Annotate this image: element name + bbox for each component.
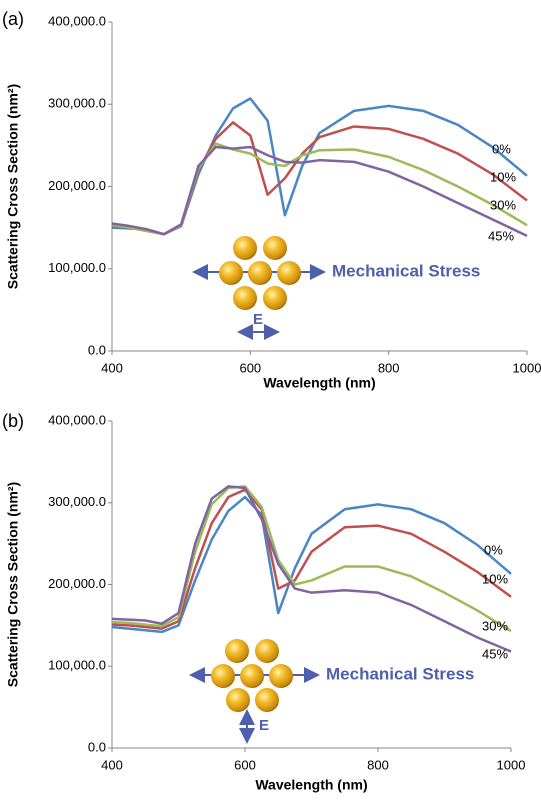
x-tick-label: 800 <box>367 757 389 772</box>
x-tick-label: 600 <box>234 757 256 772</box>
annotation: E <box>253 311 263 328</box>
y-tick-label: 300,000.0 <box>48 494 106 509</box>
series-line <box>111 485 512 633</box>
series-line <box>111 121 528 236</box>
series-line <box>111 495 512 634</box>
x-tick-label: 600 <box>239 360 261 375</box>
annotation: Mechanical Stress <box>332 261 480 280</box>
x-axis-title: Wavelength (nm) <box>255 777 367 793</box>
y-tick-label: 400,000.0 <box>48 412 106 427</box>
panel-label: (b) <box>2 411 24 431</box>
y-tick-label: 0.0 <box>88 342 106 357</box>
y-axis-title: Scattering Cross Section (nm²) <box>5 84 21 289</box>
y-tick-label: 0.0 <box>88 739 106 754</box>
series-label: 0% <box>492 141 511 156</box>
cluster-icon <box>189 639 320 744</box>
series-label: 30% <box>482 618 508 633</box>
series-label: 45% <box>482 646 508 661</box>
x-tick-label: 1000 <box>513 360 541 375</box>
series-line <box>111 145 528 237</box>
series-line <box>111 488 512 630</box>
y-axis-title: Scattering Cross Section (nm²) <box>5 482 21 687</box>
y-tick-label: 300,000.0 <box>48 96 106 111</box>
y-tick-label: 200,000.0 <box>48 178 106 193</box>
x-tick-label: 400 <box>101 757 123 772</box>
annotation: Mechanical Stress <box>326 664 474 683</box>
x-tick-label: 400 <box>101 360 123 375</box>
series-label: 0% <box>484 542 503 557</box>
series-line <box>111 97 528 236</box>
y-tick-label: 100,000.0 <box>48 658 106 673</box>
x-tick-label: 1000 <box>497 757 526 772</box>
x-tick-label: 800 <box>378 360 400 375</box>
y-tick-label: 100,000.0 <box>48 260 106 275</box>
series-label: 45% <box>488 228 514 243</box>
annotation: E <box>259 717 269 734</box>
series-label: 30% <box>490 197 516 212</box>
y-tick-label: 200,000.0 <box>48 576 106 591</box>
cluster-icon <box>192 236 326 340</box>
series-line <box>111 485 512 653</box>
series-label: 10% <box>482 571 508 586</box>
panel-label: (a) <box>2 9 24 29</box>
y-tick-label: 400,000.0 <box>48 13 106 28</box>
x-axis-title: Wavelength (nm) <box>263 375 375 391</box>
series-label: 10% <box>490 169 516 184</box>
